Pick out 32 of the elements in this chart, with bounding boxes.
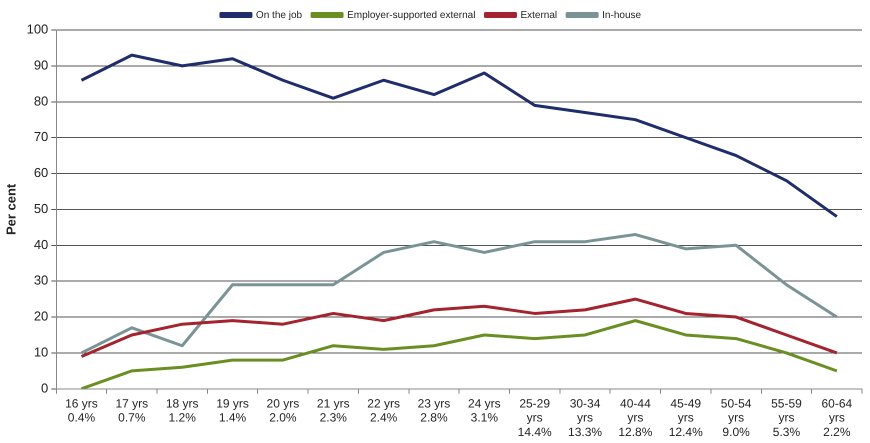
y-axis-title: Per cent <box>3 183 18 236</box>
x-tick-label: 20 yrs 2.0% <box>266 396 300 425</box>
x-tick-label: 30-34 yrs 13.3% <box>568 396 602 440</box>
legend-label: In-house <box>602 10 642 21</box>
x-tick-label: 21 yrs 2.3% <box>316 396 350 425</box>
y-tick-label: 50 <box>34 200 48 216</box>
y-tick-label: 30 <box>34 272 48 288</box>
x-tick-label: 18 yrs 1.2% <box>166 396 199 425</box>
legend-label: Employer-supported external <box>347 10 476 21</box>
y-tick-label: 90 <box>34 57 48 72</box>
y-tick-label: 70 <box>34 129 48 144</box>
x-tick-label: 19 yrs 1.4% <box>216 396 249 425</box>
x-tick-label: 22 yrs 2.4% <box>367 396 400 425</box>
y-tick-label: 40 <box>34 236 48 252</box>
y-tick-label: 10 <box>34 344 48 360</box>
y-tick-label: 60 <box>34 165 48 180</box>
x-tick-label: 40-44 yrs 12.8% <box>618 396 653 440</box>
y-tick-label: 100 <box>26 22 48 37</box>
x-tick-label: 23 yrs 2.8% <box>418 396 450 425</box>
x-tick-label: 16 yrs 0.4% <box>65 396 98 425</box>
y-tick-label: 20 <box>34 308 48 324</box>
legend-label: On the job <box>256 10 303 21</box>
y-tick-label: 80 <box>34 93 48 108</box>
x-tick-label: 24 yrs 3.1% <box>468 396 501 425</box>
x-tick-label: 60-64 yrs 2.2% <box>821 396 852 440</box>
y-tick-label: 0 <box>41 380 48 396</box>
x-tick-label: 55-59 yrs 5.3% <box>771 396 802 440</box>
x-tick-label: 45-49 yrs 12.4% <box>668 396 704 440</box>
x-tick-label: 50-54 yrs 9.0% <box>720 396 752 440</box>
legend-label: External <box>520 10 558 21</box>
x-tick-label: 25-29 yrs 14.4% <box>518 396 552 440</box>
x-tick-label: 17 yrs 0.7% <box>115 396 148 425</box>
